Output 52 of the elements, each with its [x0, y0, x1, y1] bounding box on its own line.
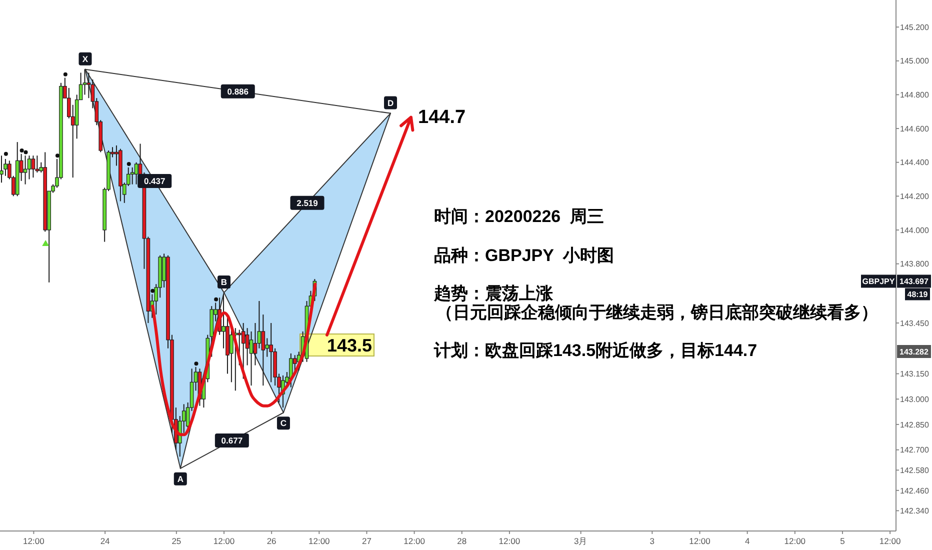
y-tick-label: 142.850: [900, 420, 930, 430]
y-tick-label: 143.150: [900, 370, 930, 379]
annotation: 0.437: [144, 176, 166, 186]
text: 143.282: [900, 347, 930, 356]
x-tick-label: 3: [650, 536, 655, 546]
y-tick-label: 142.580: [900, 466, 930, 475]
annotation: 趋势：震荡上涨: [433, 284, 554, 303]
annotation: 144.7: [418, 106, 466, 128]
x-tick-label: 12:00: [308, 536, 330, 546]
y-tick-label: 143.000: [900, 394, 930, 404]
annotation: 0.886: [227, 86, 249, 96]
annotation: 时间：20200226 周三: [434, 207, 604, 226]
y-tick-label: 144.800: [900, 90, 930, 100]
y-tick-label: 143.800: [900, 260, 930, 269]
x-tick-label: 5: [840, 536, 846, 546]
x-tick-label: 27: [362, 536, 372, 546]
x-tick-label: 24: [100, 536, 110, 546]
y-tick-label: 144.400: [900, 158, 930, 168]
annotation: 0.677: [221, 436, 243, 446]
y-tick-label: 144.600: [900, 124, 930, 134]
annotation: （日元回踩企稳倾向于继续走弱，镑日底部突破继续看多）: [436, 303, 878, 322]
data-label: B: [220, 277, 228, 288]
annotation: 143.697: [900, 277, 930, 286]
x-tick-label: 4: [744, 536, 750, 546]
annotation: 计划：欧盘回踩143.5附近做多，目标144.7: [433, 341, 758, 360]
x-tick-label: 26: [266, 536, 277, 546]
y-tick-label: 142.340: [900, 506, 930, 516]
y-tick-label: 144.200: [900, 192, 930, 202]
x-tick-label: 12:00: [404, 536, 426, 546]
y-tick-label: 144.000: [900, 226, 930, 235]
x-tick-label: 3月: [574, 536, 588, 546]
data-label: A: [177, 474, 184, 484]
y-tick-label: 142.700: [900, 446, 930, 455]
x-tick-label: 28: [457, 536, 467, 546]
x-tick-label: 12:00: [213, 536, 235, 546]
y-tick-label: 142.460: [900, 486, 930, 496]
y-tick-label: 143.450: [900, 318, 930, 328]
annotation: 品种：GBPJPY 小时图: [434, 246, 614, 265]
x-tick-label: 12:00: [498, 536, 520, 546]
annotation: 143.5: [327, 335, 372, 356]
y-tick-label: 145.000: [900, 56, 930, 66]
annotation: GBPJPY: [862, 277, 896, 286]
x-tick-label: 12:00: [23, 536, 45, 546]
annotation: 2.519: [296, 198, 318, 208]
x-tick-label: 12:00: [784, 536, 806, 546]
x-tick-label: 12:00: [879, 536, 901, 546]
x-tick-label: 25: [172, 536, 182, 546]
x-tick-label: 12:00: [689, 536, 711, 546]
data-label: D: [387, 98, 394, 108]
data-label: X: [82, 54, 88, 64]
data-label: C: [280, 418, 287, 428]
y-tick-label: 145.200: [900, 22, 930, 32]
